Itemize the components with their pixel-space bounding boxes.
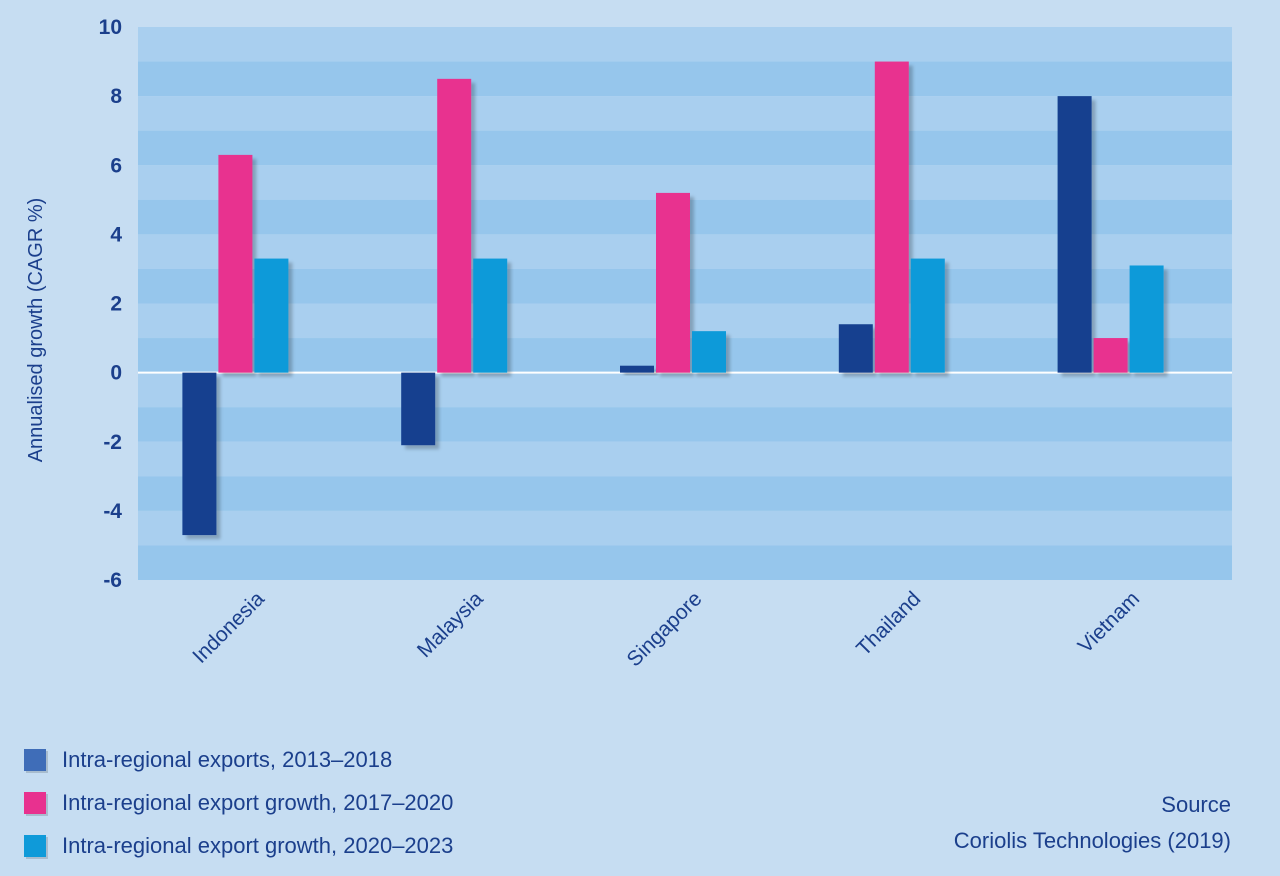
x-tick-label: Indonesia: [188, 587, 269, 668]
bar: [473, 258, 508, 373]
x-tick-label: Singapore: [623, 587, 707, 671]
legend-swatch: [24, 834, 46, 857]
y-tick-label: 8: [110, 85, 122, 108]
y-tick-label: 2: [110, 293, 122, 316]
grid-band: [138, 27, 1232, 62]
bar: [437, 78, 472, 373]
y-tick-label: 10: [99, 16, 122, 39]
grid-band: [138, 545, 1232, 580]
bar: [182, 372, 217, 536]
bar: [874, 61, 909, 373]
bar: [254, 258, 289, 373]
grid-band: [138, 372, 1232, 408]
y-tick-label: 4: [110, 223, 122, 246]
bar: [401, 372, 436, 446]
grid-band: [138, 130, 1232, 166]
bar: [1093, 338, 1128, 373]
legend-label: Intra-regional export growth, 2020–2023: [62, 832, 454, 858]
source-note: Source Coriolis Technologies (2019): [954, 787, 1231, 859]
legend-swatch: [24, 791, 46, 814]
y-tick-label: 6: [110, 154, 122, 177]
legend-label: Intra-regional exports, 2013–2018: [62, 746, 393, 772]
legend-swatch: [24, 748, 46, 771]
grid-band: [138, 476, 1232, 511]
legend-item: Intra-regional export growth, 2020–2023: [24, 824, 453, 867]
x-tick-label: Vietnam: [1074, 587, 1144, 657]
bar: [910, 258, 945, 373]
bar: [692, 331, 726, 373]
grid-band: [138, 61, 1232, 97]
bar: [656, 192, 690, 373]
grid-band: [138, 96, 1232, 131]
legend-item: Intra-regional export growth, 2017–2020: [24, 781, 453, 824]
x-tick-label: Malaysia: [413, 587, 488, 662]
bar: [218, 154, 253, 373]
y-axis-label: Annualised growth (CAGR %): [25, 198, 47, 463]
source-heading: Source: [1161, 792, 1231, 817]
legend: Intra-regional exports, 2013–2018 Intra-…: [24, 738, 453, 867]
bar: [1129, 265, 1164, 373]
y-tick-label: -2: [103, 431, 122, 454]
legend-label: Intra-regional export growth, 2017–2020: [62, 789, 454, 815]
grid-band: [138, 510, 1232, 546]
x-tick-label: Thailand: [852, 587, 925, 660]
y-tick-label: -6: [103, 569, 122, 592]
y-tick-label: -4: [103, 500, 122, 523]
source-text: Coriolis Technologies (2019): [953, 828, 1231, 853]
grid-band: [138, 407, 1232, 442]
bar: [620, 365, 654, 373]
legend-item: Intra-regional exports, 2013–2018: [24, 738, 453, 781]
y-tick-label: 0: [110, 362, 122, 385]
bar: [838, 324, 873, 373]
bar: [1057, 96, 1092, 373]
grid-band: [138, 441, 1232, 477]
